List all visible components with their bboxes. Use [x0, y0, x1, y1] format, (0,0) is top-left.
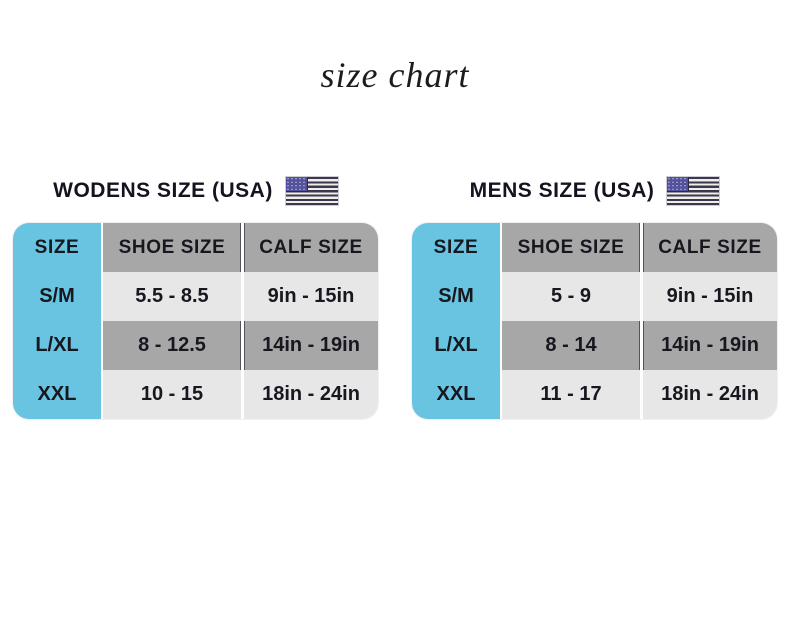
- mens-row-sm-calf: 9in - 15in: [640, 272, 777, 321]
- mens-row-lxl-size: L/XL: [412, 321, 500, 370]
- mens-header-shoe-size: SHOE SIZE: [500, 223, 640, 272]
- mens-size-section: MENS SIZE (USA) SIZE SHOE SIZE CALF SIZE…: [412, 176, 777, 419]
- womens-header-calf-size: CALF SIZE: [241, 223, 378, 272]
- mens-row-lxl-calf: 14in - 19in: [640, 321, 777, 370]
- flag-canton: [667, 177, 690, 192]
- womens-row-xxl-size: XXL: [13, 370, 101, 419]
- mens-heading: MENS SIZE (USA): [412, 176, 777, 206]
- mens-row-xxl-shoe: 11 - 17: [500, 370, 640, 419]
- usa-flag-icon: [667, 177, 720, 205]
- womens-row-xxl-shoe: 10 - 15: [101, 370, 241, 419]
- mens-row-sm-shoe: 5 - 9: [500, 272, 640, 321]
- page-title: size chart: [320, 55, 470, 95]
- mens-row-lxl-shoe: 8 - 14: [500, 321, 640, 370]
- womens-row-lxl-shoe: 8 - 12.5: [101, 321, 241, 370]
- womens-heading-label: WODENS SIZE (USA): [53, 179, 273, 202]
- womens-size-section: WODENS SIZE (USA) SIZE SHOE SIZE CALF SI…: [13, 176, 378, 419]
- womens-row-xxl-calf: 18in - 24in: [241, 370, 378, 419]
- size-charts-row: WODENS SIZE (USA) SIZE SHOE SIZE CALF SI…: [0, 176, 790, 419]
- usa-flag-icon: [285, 177, 338, 205]
- flag-canton: [285, 177, 308, 192]
- womens-row-sm-calf: 9in - 15in: [241, 272, 378, 321]
- mens-row-xxl-size: XXL: [412, 370, 500, 419]
- womens-row-sm-size: S/M: [13, 272, 101, 321]
- womens-row-sm-shoe: 5.5 - 8.5: [101, 272, 241, 321]
- mens-heading-label: MENS SIZE (USA): [469, 179, 655, 202]
- womens-row-lxl-calf: 14in - 19in: [241, 321, 378, 370]
- mens-row-sm-size: S/M: [412, 272, 500, 321]
- mens-header-size: SIZE: [412, 223, 500, 272]
- womens-header-size: SIZE: [13, 223, 101, 272]
- mens-header-calf-size: CALF SIZE: [640, 223, 777, 272]
- womens-size-table: SIZE SHOE SIZE CALF SIZE S/M 5.5 - 8.5 9…: [13, 223, 378, 419]
- womens-header-shoe-size: SHOE SIZE: [101, 223, 241, 272]
- womens-row-lxl-size: L/XL: [13, 321, 101, 370]
- mens-size-table: SIZE SHOE SIZE CALF SIZE S/M 5 - 9 9in -…: [412, 223, 777, 419]
- womens-heading: WODENS SIZE (USA): [13, 176, 378, 206]
- mens-row-xxl-calf: 18in - 24in: [640, 370, 777, 419]
